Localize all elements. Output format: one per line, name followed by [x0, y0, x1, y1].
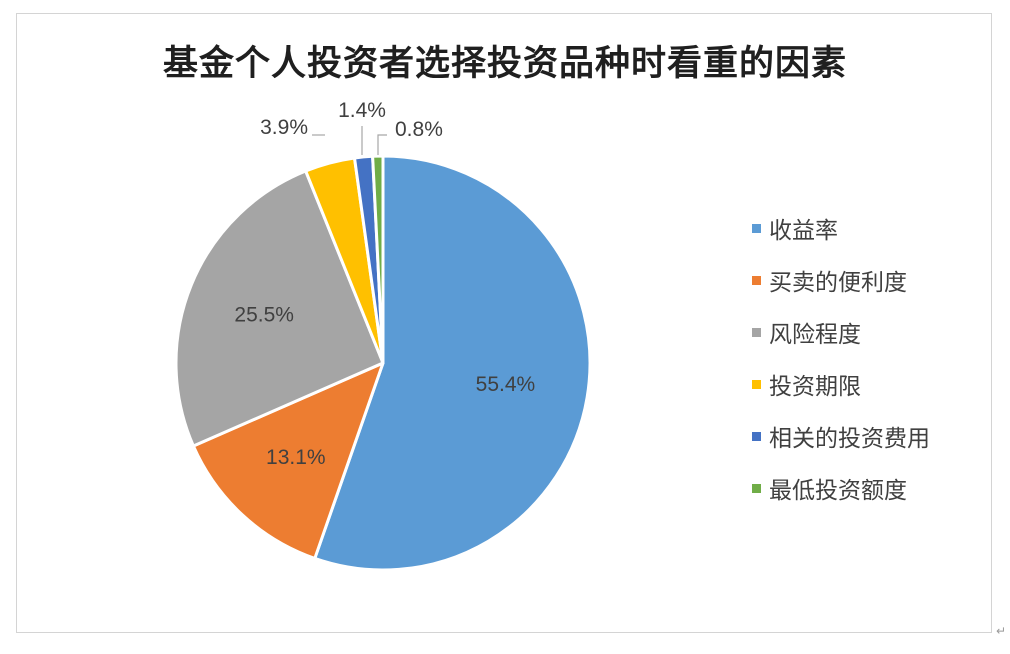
legend-label: 投资期限	[769, 374, 861, 400]
legend-label: 最低投资额度	[769, 478, 907, 504]
legend-item-6: 最低投资额度	[752, 462, 930, 514]
pie-slice-3	[174, 169, 385, 448]
legend-label: 风险程度	[769, 322, 861, 348]
legend-item-2: 买卖的便利度	[752, 254, 930, 306]
chart-title: 基金个人投资者选择投资品种时看重的因素	[162, 44, 847, 84]
data-label-1: 55.4%	[476, 373, 536, 396]
legend-item-3: 风险程度	[752, 306, 930, 358]
data-label-2: 13.1%	[266, 446, 326, 469]
pie-slice-6	[371, 154, 385, 365]
legend-swatch	[752, 483, 761, 493]
legend-label: 相关的投资费用	[769, 426, 930, 452]
legend-label: 收益率	[769, 218, 838, 244]
legend-label: 买卖的便利度	[769, 270, 907, 296]
leader-line-6	[377, 134, 387, 155]
pie-slice-2	[191, 361, 385, 560]
data-label-6: 0.8%	[395, 118, 443, 141]
legend-item-1: 收益率	[752, 202, 930, 254]
legend-swatch	[752, 327, 761, 337]
legend-item-5: 相关的投资费用	[752, 410, 930, 462]
legend-swatch	[752, 431, 761, 441]
data-label-3: 25.5%	[234, 303, 294, 326]
legend-swatch	[752, 275, 761, 285]
legend-swatch	[752, 223, 761, 233]
data-label-5: 1.4%	[338, 99, 386, 122]
legend: 收益率买卖的便利度 风险程度投资期限相关的投资费用 最低投资额度	[752, 202, 930, 514]
legend-swatch	[752, 379, 761, 389]
legend-item-4: 投资期限	[752, 358, 930, 410]
paragraph-mark: ↵	[996, 624, 1007, 638]
data-label-4: 3.9%	[260, 116, 308, 139]
